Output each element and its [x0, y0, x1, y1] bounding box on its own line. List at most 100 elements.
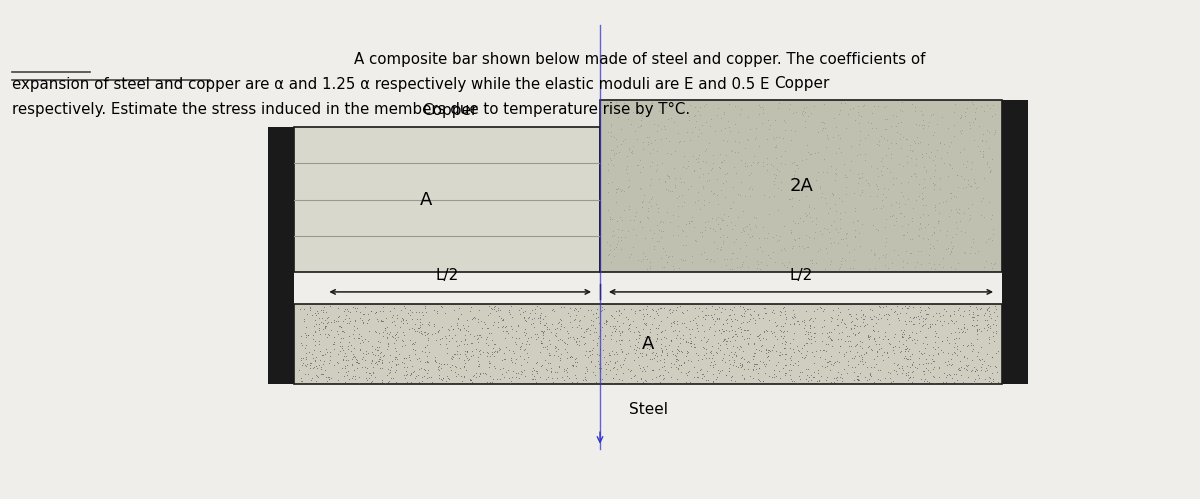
- Point: [792, 264, 811, 272]
- Point: [625, 309, 644, 317]
- Point: [448, 350, 467, 358]
- Point: [658, 208, 677, 216]
- Point: [845, 232, 864, 240]
- Point: [662, 347, 682, 355]
- Point: [596, 316, 616, 324]
- Point: [630, 168, 649, 176]
- Point: [773, 304, 792, 312]
- Point: [950, 357, 970, 365]
- Point: [768, 321, 787, 329]
- Point: [889, 119, 908, 127]
- Point: [785, 359, 804, 367]
- Point: [751, 265, 770, 273]
- Point: [558, 334, 577, 342]
- Point: [718, 315, 737, 323]
- Point: [611, 213, 630, 221]
- Point: [752, 248, 772, 255]
- Point: [643, 234, 662, 242]
- Point: [887, 174, 906, 182]
- Point: [713, 238, 732, 246]
- Point: [964, 363, 983, 371]
- Point: [950, 311, 970, 319]
- Point: [900, 363, 919, 371]
- Point: [863, 124, 882, 132]
- Point: [913, 184, 932, 192]
- Point: [806, 347, 826, 355]
- Point: [415, 328, 434, 336]
- Point: [685, 304, 704, 312]
- Point: [731, 319, 750, 327]
- Point: [671, 368, 690, 376]
- Point: [313, 360, 332, 368]
- Point: [672, 255, 691, 263]
- Point: [823, 191, 842, 199]
- Point: [713, 240, 732, 248]
- Point: [320, 375, 340, 383]
- Point: [767, 361, 786, 369]
- Point: [780, 195, 799, 203]
- Point: [889, 343, 908, 351]
- Point: [620, 321, 640, 329]
- Point: [365, 309, 384, 317]
- Point: [607, 357, 626, 365]
- Point: [578, 306, 598, 314]
- Point: [740, 305, 760, 313]
- Point: [900, 235, 919, 243]
- Point: [848, 360, 868, 368]
- Point: [638, 214, 658, 222]
- Point: [790, 243, 809, 250]
- Point: [664, 306, 683, 314]
- Point: [482, 348, 502, 356]
- Point: [680, 342, 700, 350]
- Point: [944, 319, 964, 327]
- Point: [883, 111, 902, 119]
- Point: [706, 127, 725, 135]
- Point: [756, 326, 775, 334]
- Point: [456, 359, 475, 367]
- Point: [704, 320, 724, 328]
- Point: [827, 357, 846, 365]
- Point: [350, 346, 370, 354]
- Point: [965, 178, 984, 186]
- Point: [835, 320, 854, 328]
- Point: [846, 204, 865, 212]
- Point: [828, 311, 847, 319]
- Point: [485, 302, 504, 310]
- Point: [356, 374, 376, 382]
- Point: [362, 357, 382, 365]
- Point: [334, 317, 353, 325]
- Point: [506, 355, 526, 363]
- Point: [295, 361, 314, 369]
- Point: [493, 316, 512, 324]
- Point: [548, 319, 568, 327]
- Point: [628, 106, 647, 114]
- Point: [970, 374, 989, 382]
- Point: [540, 359, 559, 367]
- Point: [829, 348, 848, 356]
- Point: [920, 264, 940, 272]
- Point: [343, 329, 362, 337]
- Point: [310, 340, 329, 348]
- Point: [568, 334, 587, 342]
- Point: [324, 318, 343, 326]
- Point: [757, 261, 776, 269]
- Point: [680, 101, 700, 109]
- Point: [630, 361, 649, 369]
- Point: [296, 331, 316, 339]
- Point: [354, 319, 373, 327]
- Point: [900, 373, 919, 381]
- Point: [696, 315, 715, 323]
- Point: [733, 207, 752, 215]
- Point: [433, 374, 452, 382]
- Point: [878, 310, 898, 318]
- Point: [750, 364, 769, 372]
- Point: [880, 374, 899, 382]
- Text: 2A: 2A: [790, 177, 814, 195]
- Point: [662, 150, 682, 158]
- Point: [962, 356, 982, 364]
- Point: [871, 302, 890, 310]
- Point: [989, 347, 1008, 355]
- Point: [352, 316, 371, 324]
- Point: [700, 198, 719, 206]
- Point: [913, 234, 932, 242]
